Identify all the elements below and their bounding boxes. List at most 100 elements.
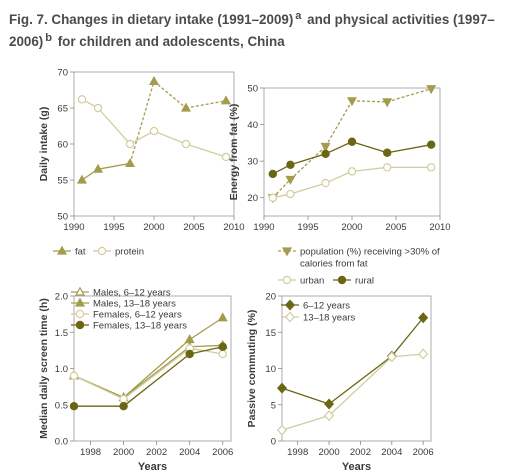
data-point — [324, 398, 335, 410]
data-point — [124, 158, 136, 168]
x-tick-label: 1998 — [80, 447, 101, 458]
y-tick-label: 0.5 — [55, 400, 68, 411]
data-point — [119, 402, 128, 411]
y-tick-label: 40 — [247, 120, 258, 131]
legend-label: protein — [115, 247, 144, 258]
y-tick-label: 1.0 — [55, 364, 68, 375]
data-point — [218, 349, 227, 359]
series-segment — [328, 356, 393, 417]
data-point — [276, 424, 288, 436]
legend-marker-1 — [282, 275, 292, 285]
legend-marker-1 — [74, 297, 86, 307]
legend-marker-0 — [284, 299, 296, 311]
y-tick-label: 70 — [57, 68, 68, 79]
x-tick-label: 2005 — [183, 222, 204, 233]
legend-label: Females, 6–12 years — [93, 310, 182, 321]
y-axis-label: Daily intake (g) — [38, 107, 50, 182]
data-point — [92, 163, 104, 173]
series-segment — [123, 347, 191, 400]
x-tick-label: 2000 — [113, 447, 134, 458]
series-segment — [189, 346, 223, 355]
data-point — [427, 163, 436, 172]
data-point — [148, 75, 160, 85]
series-segment — [290, 153, 326, 166]
y-axis-label: Passive commuting (%) — [246, 310, 258, 428]
legend-label: 6–12 years — [303, 301, 350, 312]
series-segment — [290, 182, 326, 195]
x-tick-label: 2006 — [212, 447, 233, 458]
series-segment — [129, 81, 155, 164]
series-segment — [351, 141, 388, 154]
figure-footnote-a: a — [295, 10, 302, 22]
x-tick-label: 1995 — [297, 222, 318, 233]
data-point — [426, 85, 437, 95]
x-tick-label: 2002 — [350, 447, 371, 458]
data-point — [286, 189, 295, 199]
data-point — [346, 97, 358, 107]
legend-label: Males, 13–18 years — [93, 299, 176, 310]
panel-screen-time: 0.0 0.5 1.0 1.5 2.0 1998 2000 2002 2004 2006 Media… — [38, 286, 233, 473]
x-tick-label: 2010 — [429, 222, 450, 233]
series-segment — [185, 143, 227, 158]
plot-frame — [73, 71, 235, 217]
x-tick-label: 2005 — [385, 222, 406, 233]
figure-footnote-b: b — [45, 32, 52, 44]
y-tick-label: 0 — [271, 437, 276, 448]
series-segment — [123, 339, 191, 398]
series-segment — [123, 346, 191, 399]
data-point — [383, 163, 392, 172]
series-segment — [289, 146, 327, 180]
data-point — [285, 175, 296, 185]
legend-marker-2 — [75, 309, 85, 319]
legend-label: population (%) receiving >30% of calories… — [300, 247, 440, 270]
data-point — [77, 95, 87, 104]
data-point — [217, 312, 228, 322]
data-point — [276, 382, 288, 394]
data-point — [185, 349, 194, 359]
series-segment — [351, 100, 388, 103]
series-segment — [97, 107, 131, 145]
series-segment — [325, 170, 353, 184]
series-segment — [73, 375, 124, 400]
y-tick-label: 2.0 — [55, 292, 68, 303]
data-point — [382, 98, 393, 108]
y-tick-label: 50 — [247, 84, 258, 95]
series-segment — [328, 355, 393, 405]
legend-marker-0 — [74, 286, 86, 296]
series-segment — [123, 353, 191, 407]
x-axis-label: Years — [138, 461, 167, 473]
data-point — [418, 312, 429, 324]
x-tick-label: 1990 — [253, 222, 274, 233]
y-tick-label: 0.0 — [55, 437, 68, 448]
legend-marker-0 — [281, 247, 293, 257]
y-tick-label: 15 — [265, 328, 276, 339]
y-tick-label: 10 — [265, 364, 276, 375]
panel-dietary-intake: 50 55 60 65 70 1990 1995 2000 2005 2010 Daily inta… — [38, 68, 245, 258]
legend-label-line: calories from fat — [300, 259, 368, 270]
legend-marker-1 — [284, 311, 296, 323]
y-tick-label: 60 — [57, 140, 68, 151]
x-tick-label: 2002 — [146, 447, 167, 458]
series-segment — [189, 347, 223, 355]
series-segment — [185, 100, 227, 109]
y-tick-label: 1.5 — [55, 328, 68, 339]
data-point — [221, 152, 231, 162]
series-segment — [391, 317, 424, 357]
legend-marker-2 — [337, 275, 347, 285]
series-segment — [391, 353, 424, 358]
figure-title-prefix: Fig. 7. Changes in dietary intake (1991–… — [9, 12, 294, 27]
data-point — [347, 167, 357, 176]
x-tick-label: 1995 — [103, 222, 124, 233]
y-tick-label: 20 — [265, 292, 276, 303]
figure-title-suffix: for children and adolescents, China — [53, 34, 285, 49]
data-point — [220, 95, 232, 105]
y-tick-label: 20 — [247, 193, 258, 204]
data-point — [184, 334, 195, 344]
x-axis-label: Years — [342, 461, 371, 473]
legend-marker-1 — [97, 246, 107, 256]
data-point — [320, 142, 331, 152]
x-tick-label: 2000 — [143, 222, 164, 233]
figure-title-middle: and physical activities (1997–2006) — [9, 12, 495, 49]
series-segment — [281, 415, 330, 431]
